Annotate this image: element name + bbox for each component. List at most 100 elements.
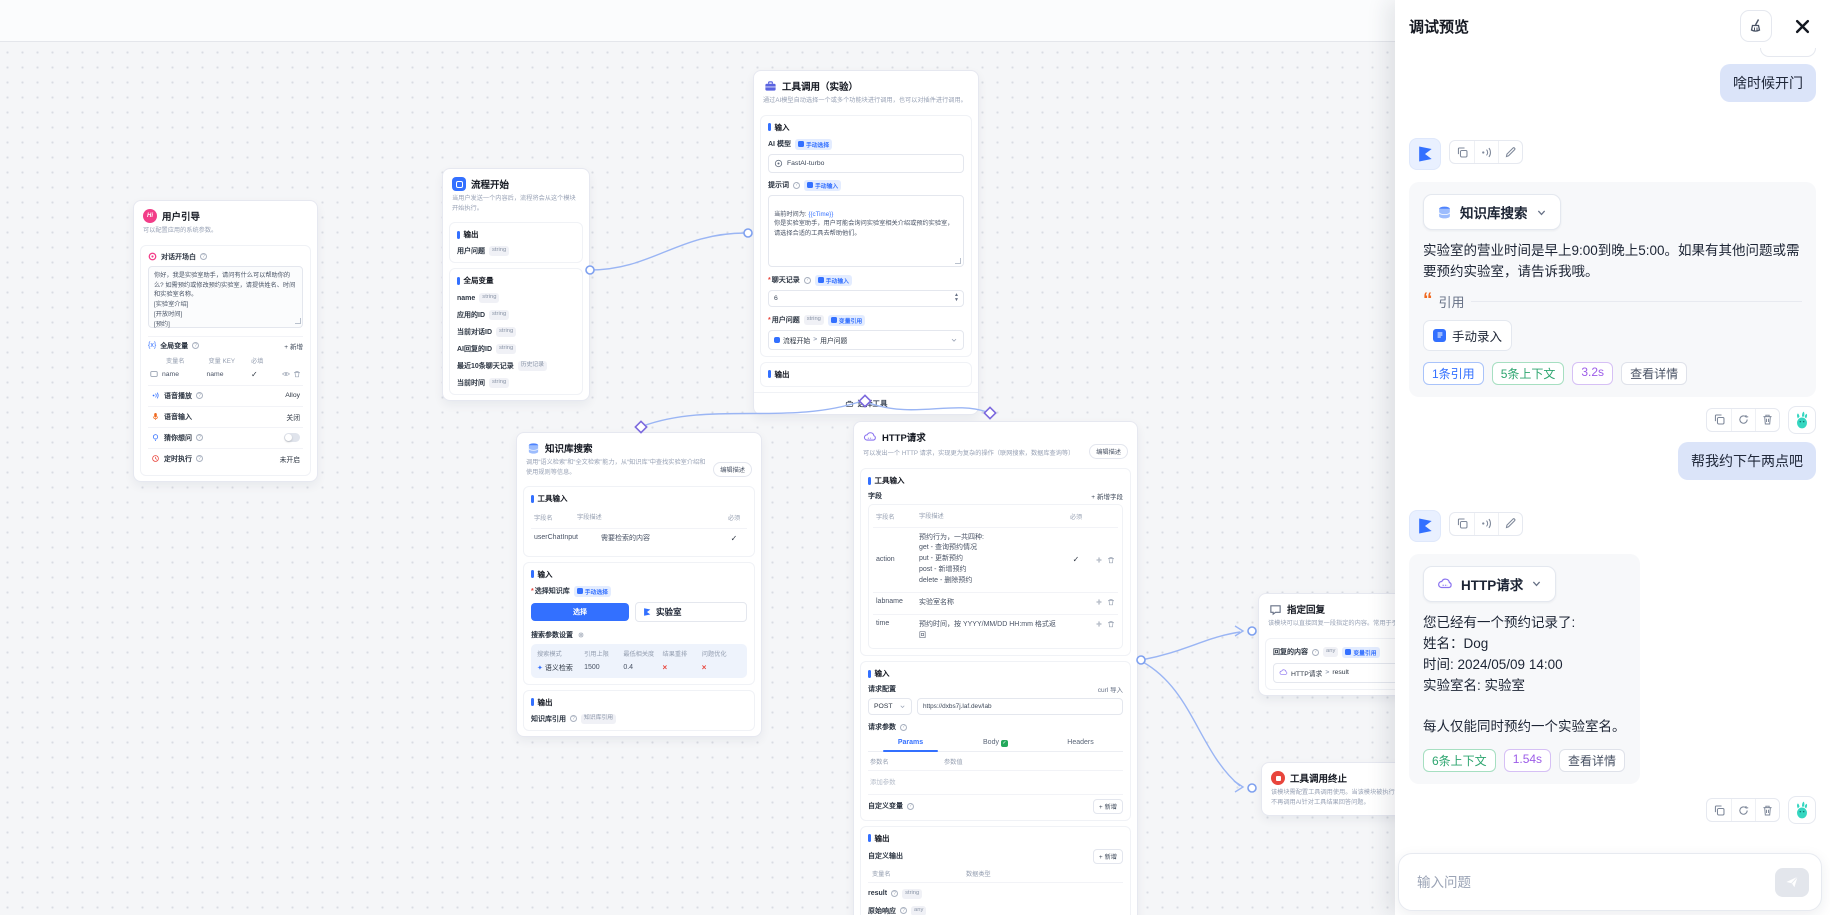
node-desc: 通过AI模型自动选择一个或多个功能块进行调用，也可以对插件进行调用。 <box>763 97 967 104</box>
quote-label: 引用 <box>1438 294 1465 310</box>
add-variable-button[interactable]: 新增 <box>284 341 303 351</box>
manual-input-badge: 手动输入 <box>804 179 842 191</box>
node-desc: 可以配置应用的系统参数。 <box>143 227 218 234</box>
gear-icon[interactable] <box>1095 620 1103 628</box>
trash-icon[interactable] <box>1107 598 1115 606</box>
node-tool-call[interactable]: 工具调用（实验） 通过AI模型自动选择一个或多个功能块进行调用，也可以对插件进行… <box>753 70 979 415</box>
gear-icon[interactable] <box>577 631 585 639</box>
tool-run-select[interactable]: 知识库搜索 <box>1423 194 1561 230</box>
var-label: 最近10条聊天记录 <box>457 363 514 371</box>
send-button[interactable] <box>1775 867 1809 897</box>
read-aloud-button[interactable] <box>1474 512 1498 535</box>
add-field-button[interactable]: 新增字段 <box>1091 491 1123 501</box>
gear-icon[interactable] <box>1095 598 1103 606</box>
copy-button[interactable] <box>1707 409 1731 431</box>
quote-icon: “ <box>1423 290 1433 312</box>
tab-params[interactable]: Params <box>868 736 953 752</box>
delete-button[interactable] <box>1755 799 1779 822</box>
col-field-desc: 字段描述 <box>577 514 602 522</box>
opening-textarea[interactable]: 你好，我是实验室助手，请问有什么可以帮助你的么? 如需预约或修改预约实验室，请提… <box>148 265 303 328</box>
tool-run-select[interactable]: HTTP请求 <box>1423 565 1557 602</box>
resize-handle-icon[interactable] <box>295 317 301 324</box>
step-down-icon[interactable]: ▼ <box>954 296 959 303</box>
read-aloud-button[interactable] <box>1474 141 1498 163</box>
edit-button[interactable] <box>1498 512 1522 535</box>
chat-input[interactable] <box>1417 874 1775 890</box>
rerank-off-icon: × <box>662 663 668 673</box>
eye-icon[interactable] <box>282 370 290 378</box>
trash-icon[interactable] <box>293 370 301 378</box>
edit-desc-button[interactable]: 编辑描述 <box>1089 444 1128 459</box>
node-title: 用户引导 <box>162 212 201 223</box>
tab-body[interactable]: Body ✓ <box>983 739 1008 747</box>
close-panel-button[interactable] <box>1786 10 1818 42</box>
node-http-request[interactable]: HTTP请求 可以发出一个 HTTP 请求，实现更为复杂的操作（联网搜索，数据库… <box>853 421 1138 915</box>
view-detail-button[interactable]: 查看详情 <box>1621 361 1688 385</box>
tab-headers[interactable]: Headers <box>1067 739 1094 747</box>
method-select[interactable]: POST <box>868 698 912 716</box>
node-kb-search[interactable]: 知识库搜索 调用“语义检索”和“全文检索”能力，从“知识库”中查找实验室介绍和使… <box>516 432 762 737</box>
node-title: 知识库搜索 <box>545 444 593 455</box>
user-message: 啥时候开门 <box>1720 64 1816 102</box>
copy-button[interactable] <box>1707 799 1731 821</box>
trash-icon[interactable] <box>1107 620 1115 628</box>
node-title: 工具调用（实验） <box>782 82 859 93</box>
copy-button[interactable] <box>1450 513 1474 535</box>
duration-badge[interactable]: 1.54s <box>1503 749 1552 773</box>
model-select[interactable]: FastAI-turbo <box>768 153 964 173</box>
quote-count-badge[interactable]: 1条引用 <box>1423 361 1484 385</box>
voice-play-icon <box>152 392 159 399</box>
field-desc: 实验室名称 <box>919 598 954 606</box>
node-user-guide[interactable]: Hi 用户引导 可以配置应用的系统参数。 对话开场白 ? 你好，我是实验室助手，… <box>133 200 318 482</box>
resize-handle-icon[interactable] <box>955 257 961 264</box>
select-kb-button[interactable]: 选择 <box>531 602 629 621</box>
history-count-stepper[interactable]: 6 ▲ ▼ <box>768 289 964 307</box>
add-param-placeholder[interactable]: 添加参数 <box>870 778 896 786</box>
url-input[interactable]: https://dxbs7j.laf.dev/lab <box>917 698 1123 716</box>
trash-icon[interactable] <box>1107 556 1115 564</box>
chat-history[interactable]: 啥时候开门 知识库搜索 实验室的营业时间是早上9:00到晚上5:00。如果有其他… <box>1395 48 1830 915</box>
field-row-action: action 预约行为，一共四种: get - 查询预约情况 put - 更新预… <box>873 526 1118 592</box>
question-source-select[interactable]: 流程开始 用户问题 <box>768 329 964 350</box>
copy-button[interactable] <box>1450 141 1474 163</box>
flow-start-icon <box>452 177 466 191</box>
var-ref-badge: 变量引用 <box>1342 646 1380 658</box>
add-custom-var-button[interactable]: 新增 <box>1093 798 1123 814</box>
select-tool-button[interactable]: 选择工具 <box>754 391 978 414</box>
field-name: action <box>876 556 895 564</box>
schedule-row[interactable]: 定时执行 ? 未开启 <box>148 447 303 469</box>
manual-select-badge: 手动选择 <box>794 138 833 150</box>
duration-badge[interactable]: 3.2s <box>1572 361 1614 385</box>
variable-row[interactable]: name name ✓ <box>148 370 303 379</box>
select-kb-label: 选择知识库 <box>531 586 570 596</box>
node-flow-start[interactable]: 流程开始 当用户发送一个内容后，流程将会从这个模块开始执行。 输出 用户问题 s… <box>442 168 590 402</box>
curl-import-button[interactable]: curl 导入 <box>1097 687 1123 695</box>
gear-icon[interactable] <box>1095 556 1103 564</box>
edit-desc-button[interactable]: 编辑描述 <box>713 462 752 478</box>
guess-question-row[interactable]: 猜你想问 ? <box>148 426 303 448</box>
col-out-type: 数据类型 <box>966 870 991 878</box>
prompt-textarea[interactable]: 当前时间为: {{cTime}} 你是实验室助手，用户可能会询问实验室相关介绍或… <box>768 194 964 267</box>
edit-button[interactable] <box>1498 141 1522 163</box>
voice-input-row[interactable]: 语音输入 关闭 <box>148 405 303 427</box>
var-type: 历史记录 <box>517 361 547 371</box>
kb-dataset-button[interactable]: 实验室 <box>635 601 747 622</box>
context-count-badge[interactable]: 6条上下文 <box>1423 749 1496 773</box>
chat-input-bar[interactable] <box>1398 853 1822 911</box>
col-var-key: 变量 KEY <box>208 357 235 365</box>
retry-button[interactable] <box>1731 799 1755 822</box>
add-custom-output-button[interactable]: 新增 <box>1093 848 1123 864</box>
retry-button[interactable] <box>1731 408 1755 431</box>
delete-button[interactable] <box>1755 408 1779 431</box>
view-detail-button[interactable]: 查看详情 <box>1559 749 1626 773</box>
tts-setting-row[interactable]: 语音播放 ? Alloy <box>148 384 303 406</box>
step-up-icon[interactable]: ▲ <box>954 291 959 298</box>
col-search-mode: 搜索模式 <box>537 650 562 658</box>
clear-history-button[interactable] <box>1740 10 1772 42</box>
guess-question-toggle[interactable] <box>284 433 300 443</box>
context-count-badge[interactable]: 5条上下文 <box>1491 361 1565 385</box>
question-label: 用户问题 <box>768 315 800 325</box>
quote-source-button[interactable]: 手动录入 <box>1423 319 1513 351</box>
prompt-label: 提示词 <box>768 182 789 190</box>
min-score-value: 0.4 <box>623 664 634 672</box>
